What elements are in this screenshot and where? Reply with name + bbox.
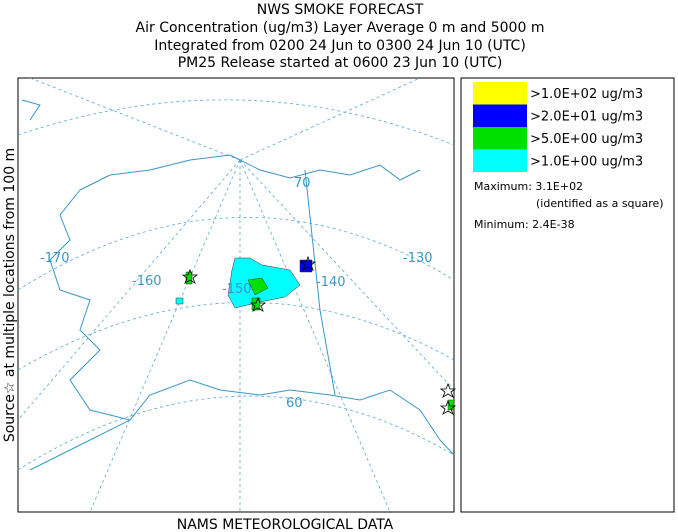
grid-line [239,159,391,513]
plume [175,297,184,305]
subtitle: PM25 Release started at 0600 23 Jun 10 (… [178,55,503,71]
sources [181,255,457,415]
legend-swatch [473,127,527,150]
legend-label: >1.0E+02 ug/m3 [530,87,643,102]
legend: Maximum: 3.1E+02 (identified as a square… [460,77,675,513]
map: -170 -160 -150 -140 -130 70 60 [17,77,457,513]
source-star [299,255,317,271]
map-label: -160 [132,274,162,289]
title: NWS SMOKE FORECAST [257,2,424,18]
coast [79,154,421,191]
map-label: -130 [403,251,433,266]
legend-label: >2.0E+01 ug/m3 [530,110,643,125]
graticule [17,77,455,513]
map-label: -140 [316,275,346,290]
border [304,169,336,396]
legend-swatch [473,82,527,105]
map-label: 70 [294,176,311,191]
grid-line [89,159,241,513]
coastline [21,99,455,471]
grid-line [29,77,241,161]
map-label: 60 [286,396,303,411]
grid-line [239,159,455,391]
legend-swatch [473,104,527,127]
plume [251,297,261,311]
side-label: Source☆ at multiple locations from 100 m [2,148,18,442]
source-star [249,296,267,312]
maximum-note: (identified as a square) [536,197,664,210]
grid-line [17,217,455,291]
grid-line [17,159,241,421]
grid-line [239,77,421,161]
source-star [181,268,199,284]
source-star [439,382,457,398]
legend-label: >1.0E+00 ug/m3 [530,155,643,170]
grid-line [17,99,455,146]
footer: NAMS METEOROLOGICAL DATA [177,517,394,532]
legend-swatch [473,149,527,172]
minimum: Minimum: 2.4E-38 [474,218,575,231]
map-label: -170 [40,251,70,266]
plume [247,277,269,296]
grid-line [17,395,455,471]
source-star [439,399,457,415]
maximum: Maximum: 3.1E+02 [474,180,583,193]
coast [29,419,131,471]
coast [49,189,455,456]
grid-line [17,302,455,371]
map-label: -150 [222,282,252,297]
legend-label: >5.0E+00 ug/m3 [530,132,643,147]
subtitle: Air Concentration (ug/m3) Layer Average … [136,20,545,36]
coast [21,99,41,121]
subtitle: Integrated from 0200 24 Jun to 0300 24 J… [154,38,526,54]
